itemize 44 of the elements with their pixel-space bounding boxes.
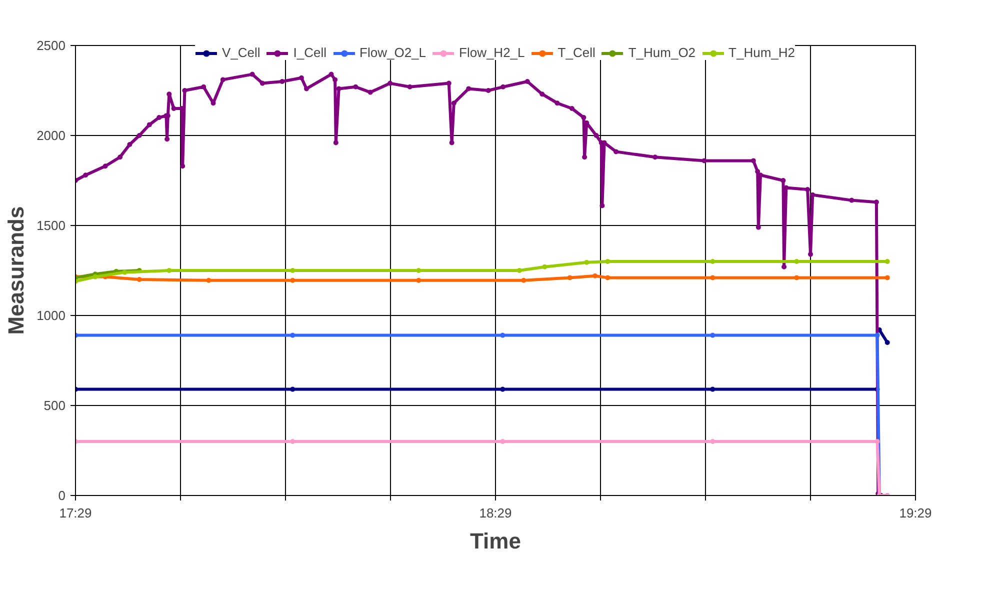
y-tick-label: 500 <box>44 398 66 413</box>
point <box>710 275 716 280</box>
point <box>710 332 716 338</box>
point <box>710 386 716 392</box>
point <box>884 340 890 345</box>
y-tick-label: 1000 <box>36 308 66 323</box>
y-axis-title: Measurands <box>4 206 29 335</box>
point <box>416 278 422 283</box>
legend-label: V_Cell <box>222 45 260 60</box>
point <box>290 278 296 283</box>
point <box>567 275 572 280</box>
legend-label: T_Hum_H2 <box>728 45 796 60</box>
point <box>136 277 142 282</box>
point <box>500 332 506 338</box>
point <box>290 386 296 392</box>
point <box>166 268 172 273</box>
y-tick-label: 0 <box>58 488 66 503</box>
legend-label: T_Cell <box>558 45 596 60</box>
point <box>884 275 890 280</box>
point <box>605 275 610 280</box>
point <box>521 278 526 283</box>
y-tick-label: 2000 <box>36 128 66 143</box>
point <box>592 273 598 278</box>
legend-label: I_Cell <box>293 45 327 60</box>
point <box>500 386 506 392</box>
point <box>794 275 800 280</box>
point <box>206 278 212 283</box>
point <box>92 274 98 280</box>
x-axis-title: Time <box>470 528 521 554</box>
legend-label: T_Hum_O2 <box>628 45 696 60</box>
point <box>122 270 128 275</box>
point <box>290 332 296 338</box>
point <box>874 439 880 444</box>
legend-label: Flow_H2_L <box>459 45 525 60</box>
x-tick-label: 18:29 <box>479 506 512 520</box>
point <box>874 332 880 338</box>
point <box>884 259 890 264</box>
point <box>542 264 548 270</box>
point <box>584 260 590 265</box>
x-tick-label: 17:29 <box>59 506 92 520</box>
y-tick-label: 1500 <box>36 218 66 233</box>
y-tick-label: 2500 <box>36 38 66 53</box>
legend-label: Flow_O2_L <box>360 45 426 60</box>
x-tick-label: 19:29 <box>899 506 932 520</box>
